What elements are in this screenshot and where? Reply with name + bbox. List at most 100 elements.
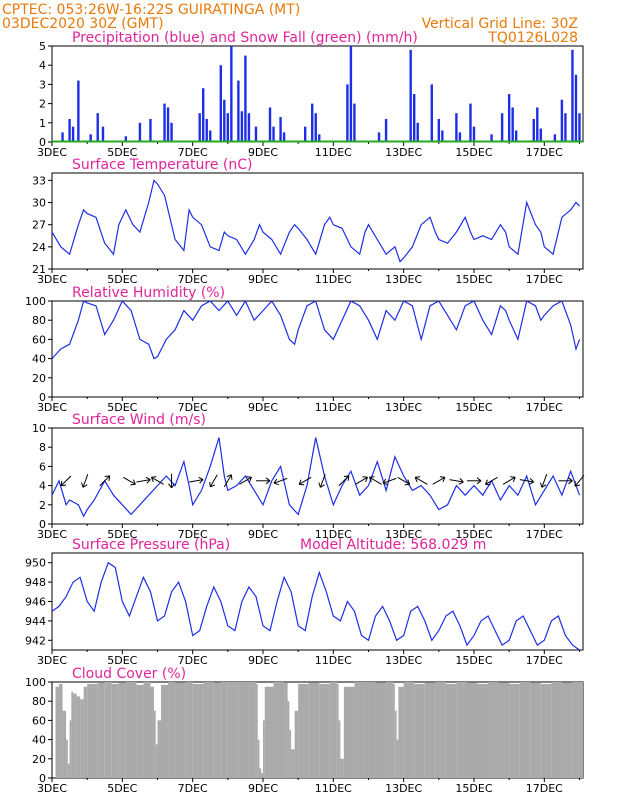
y-tick-label: 10 [32,422,46,435]
cloud-bar [157,720,162,778]
wind-arrow [355,476,368,485]
grid-note: Vertical Grid Line: 30Z [422,16,578,32]
y-tick-label: 100 [25,676,46,689]
wind-arrow [318,474,326,488]
x-tick-label: 13DEC [385,146,422,159]
precip-bar [564,113,567,142]
cloud-bar [477,683,489,778]
cloud-bar [273,682,285,778]
panel-title: Relative Humidity (%) [72,285,225,301]
precip-bar [507,94,511,142]
y-tick-label: 100 [25,295,46,308]
wind-head [265,477,271,485]
cloud-bar [168,682,176,778]
cloud-bar [55,686,60,778]
precip-bar [303,126,307,142]
wind-shaft [432,476,446,485]
station-header: CPTEC: 053:26W-16:22S GUIRATINGA (MT) [2,2,300,18]
cloud-bar [175,682,186,778]
plot-frame [51,300,584,398]
precip-bar [349,46,353,142]
x-tick-label: 5DEC [107,782,137,795]
wind-arrow [382,477,397,486]
cloud-bar [255,683,258,778]
precip-bar [441,130,444,142]
wind-head [485,479,491,486]
x-tick-label: 11DEC [315,146,352,159]
precip-bar [314,113,317,142]
cloud-bar [343,686,355,778]
cloud-bar [445,683,457,778]
cloud-bar [466,682,478,778]
cloud-bar [153,710,156,778]
x-tick-label: 11DEC [315,782,352,795]
precip-bar [77,80,80,142]
cloud-bar [308,682,320,778]
wind-shaft [209,474,218,488]
y-tick-label: 8 [39,441,46,454]
precip-bar [416,122,419,142]
y-tick-label: 2 [39,499,46,512]
precip-bar [574,74,578,142]
x-tick-label: 3DEC [37,146,67,159]
x-tick-label: 15DEC [455,654,492,667]
cloud-bar [488,682,499,778]
precip-bar [539,128,543,142]
precip-bar [254,126,258,142]
x-tick-label: 5DEC [107,273,137,286]
wind-shaft [319,474,326,488]
wind-head [60,480,67,487]
precip-bar [226,113,230,142]
wind-arrow [449,478,464,485]
y-tick-label: 0 [39,391,46,404]
x-tick-label: 17DEC [526,528,563,541]
cloud-bar [398,686,404,778]
x-tick-label: 11DEC [315,273,352,286]
wind-arrow [539,474,548,488]
y-tick-label: 24 [32,241,46,254]
precip-bar [71,126,75,142]
wind-arrow [60,475,72,487]
precip-bar [223,99,226,142]
wind-head [273,478,279,486]
panel-2: Surface Temperature (nC) 21 24 27 30 33 3DEC 5D… [32,157,584,286]
cloud-bar [76,696,81,778]
wind-head [198,476,204,484]
x-tick-label: 9DEC [248,782,278,795]
wind-shaft [273,477,288,484]
cloud-bar [551,682,562,778]
x-tick-label: 3DEC [37,782,67,795]
cloud-bar [136,684,144,778]
panel-6: Cloud Cover (%) 0 20 40 60 80 100 3DEC 5DEC 7DEC 9… [25,666,584,795]
model-id: TQ0126L028 [487,30,578,46]
x-tick-label: 17DEC [526,782,563,795]
y-tick-label: 40 [32,353,46,366]
x-tick-label: 9DEC [248,401,278,414]
wind-shaft [355,476,368,485]
cloud-bar [73,693,77,778]
cloud-bar [561,682,573,778]
wind-head [404,479,411,486]
wind-head [343,475,350,481]
wind-arrow [558,477,573,485]
x-tick-label: 9DEC [248,528,278,541]
precip-bar [209,130,212,142]
wind-arrow [338,475,350,487]
x-tick-label: 13DEC [385,528,422,541]
x-tick-label: 9DEC [248,146,278,159]
series-line [51,179,580,263]
precip-bar [560,99,564,142]
y-tick-label: 3 [39,78,46,91]
precip-bar [170,122,173,142]
precip-bar [500,113,504,142]
panel-title: Surface Wind (m/s) [72,412,206,428]
x-tick-label: 11DEC [315,528,352,541]
precip-bar [346,84,349,142]
cloud-bar [69,720,72,778]
precip-bar [247,113,251,142]
precip-bar [101,126,105,142]
wind-arrow [502,476,516,485]
wind-shaft [369,476,382,485]
cloud-bar [329,682,337,778]
precip-bar [149,118,152,142]
